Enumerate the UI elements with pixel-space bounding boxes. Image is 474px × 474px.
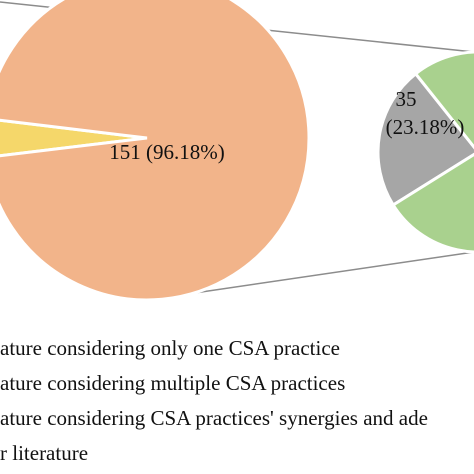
main-pie-slice-one-practice: [0, 0, 311, 302]
breakout-pie-slice-multiple-practices: [391, 50, 474, 254]
main-slice-label: 151 (96.18%): [109, 140, 224, 164]
legend: ature considering only one CSA practice …: [0, 336, 428, 465]
main-pie-slice-other-literature: [0, 118, 148, 158]
legend-item-one-practice: ature considering only one CSA practice: [0, 336, 340, 360]
legend-item-multiple-practices: ature considering multiple CSA practices: [0, 371, 345, 395]
breakout-slice-label: 35: [396, 87, 417, 111]
main-pie: [0, 0, 311, 302]
data-labels: 151 (96.18%) 35 (23.18%): [109, 87, 464, 164]
legend-item-other-literature: r literature: [0, 441, 88, 465]
breakout-pie-slice-synergies: [376, 71, 474, 208]
breakout-pie: [376, 50, 474, 254]
legend-item-synergies: ature considering CSA practices' synergi…: [0, 406, 428, 430]
breakout-slice-sublabel: (23.18%): [386, 115, 465, 139]
